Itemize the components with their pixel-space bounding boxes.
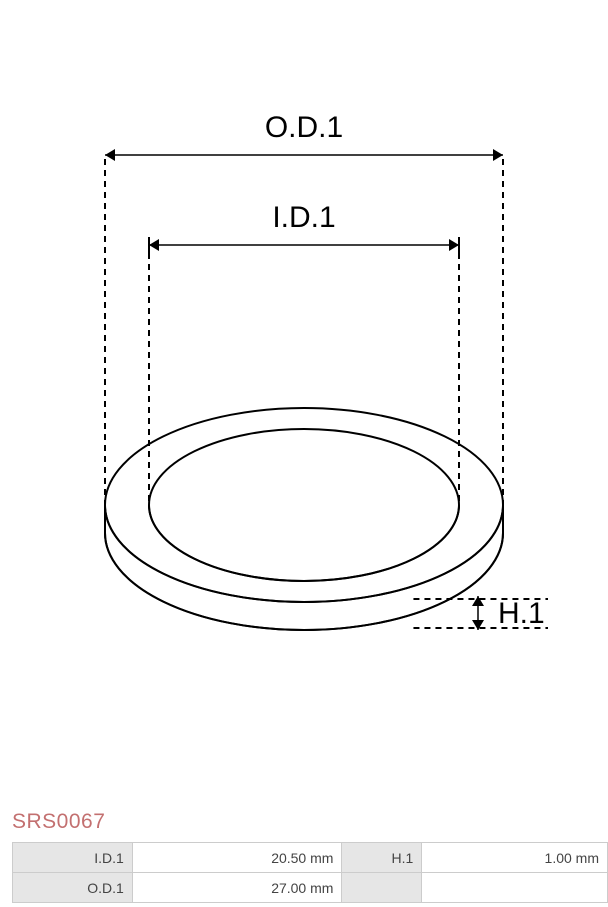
param-label: O.D.1 — [13, 873, 133, 903]
param-label: H.1 — [342, 843, 422, 873]
param-label: I.D.1 — [13, 843, 133, 873]
table-row: O.D.1 27.00 mm — [13, 873, 608, 903]
param-value — [422, 873, 608, 903]
param-label — [342, 873, 422, 903]
ring-diagram: O.D.1 I.D.1 H.1 — [0, 60, 608, 760]
spec-table: I.D.1 20.50 mm H.1 1.00 mm O.D.1 27.00 m… — [12, 842, 608, 903]
part-number: SRS0067 — [12, 810, 105, 834]
svg-text:H.1: H.1 — [498, 597, 545, 630]
svg-text:O.D.1: O.D.1 — [265, 111, 343, 144]
param-value: 1.00 mm — [422, 843, 608, 873]
param-value: 20.50 mm — [132, 843, 342, 873]
param-value: 27.00 mm — [132, 873, 342, 903]
svg-text:I.D.1: I.D.1 — [272, 201, 335, 234]
page: O.D.1I.D.1H.1 SRS0067 I.D.1 20.50 mm H.1… — [0, 0, 608, 907]
table-row: I.D.1 20.50 mm H.1 1.00 mm — [13, 843, 608, 873]
